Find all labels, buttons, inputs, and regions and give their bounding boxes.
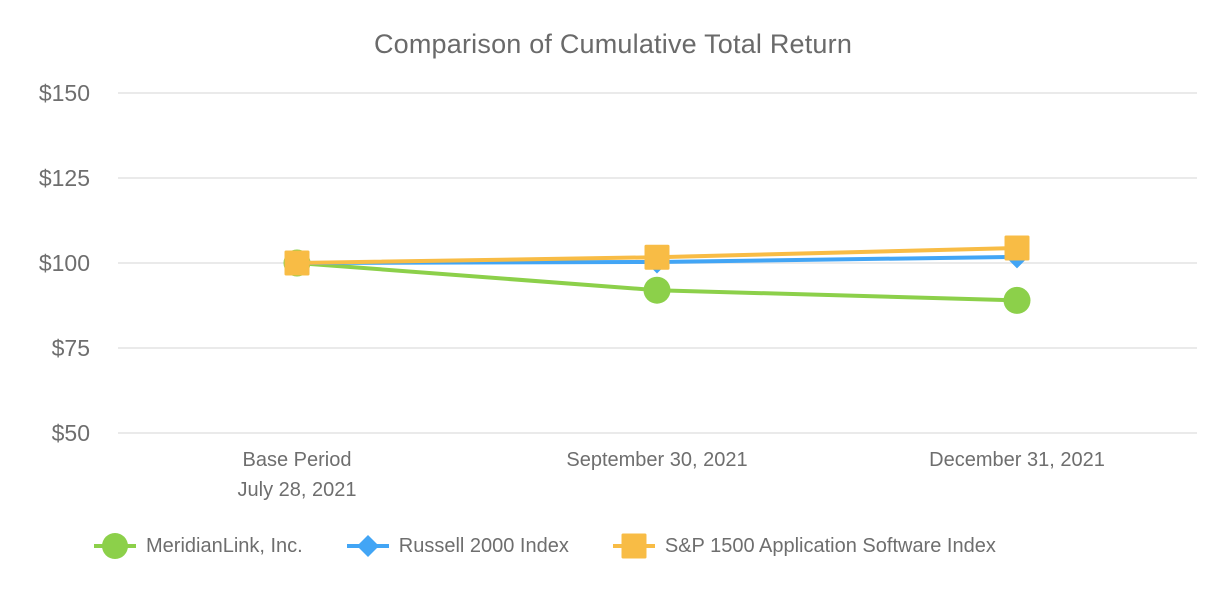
square-marker-icon (612, 533, 655, 559)
y-tick-label: $150 (39, 80, 90, 106)
x-axis-labels: Base Period July 28, 2021 September 30, … (238, 449, 1105, 501)
legend-circle (102, 533, 128, 559)
chart-title: Comparison of Cumulative Total Return (373, 29, 853, 59)
square-data-marker (644, 244, 670, 270)
legend-diamond (356, 535, 379, 557)
series-layer (283, 235, 1031, 314)
legend-label: Russell 2000 Index (398, 534, 569, 557)
legend-item-russell-2000: Russell 2000 Index (345, 531, 569, 561)
square-data-marker (284, 250, 310, 276)
x-tick-label: December 31, 2021 (929, 449, 1105, 471)
legend-label: S&P 1500 Application Software Index (664, 534, 996, 557)
legend: MeridianLink, Inc. Russell 2000 Index S&… (92, 531, 996, 561)
y-tick-label: $75 (52, 335, 90, 361)
circle-data-marker (643, 276, 671, 304)
y-axis-labels: $150 $125 $100 $75 $50 (39, 80, 90, 446)
legend-item-sp1500-app-software: S&P 1500 Application Software Index (611, 531, 996, 561)
legend-label: MeridianLink, Inc. (146, 534, 303, 557)
y-tick-label: $125 (39, 165, 90, 191)
legend-square (621, 533, 647, 559)
y-tick-label: $100 (39, 250, 90, 276)
legend-item-meridianlink: MeridianLink, Inc. (92, 531, 303, 561)
x-tick-label: Base Period (243, 449, 352, 471)
x-tick-label: July 28, 2021 (238, 479, 357, 501)
circle-data-marker (1003, 286, 1031, 314)
diamond-marker-icon (346, 535, 389, 557)
circle-marker-icon (94, 533, 136, 559)
y-tick-label: $50 (52, 420, 90, 446)
square-data-marker (1004, 235, 1030, 261)
x-tick-label: September 30, 2021 (566, 449, 747, 471)
